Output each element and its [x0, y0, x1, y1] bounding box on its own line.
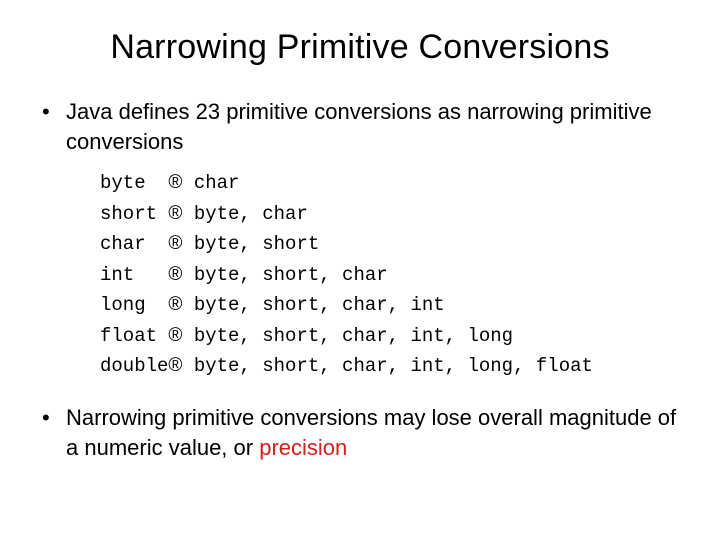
highlight-text: precision	[259, 435, 347, 460]
bullet-item-1: Java defines 23 primitive conversions as…	[40, 97, 680, 156]
code-src: long	[100, 294, 168, 316]
code-dst: byte, short	[194, 233, 319, 255]
code-row: short ® byte, char	[100, 203, 308, 225]
code-src: double	[100, 355, 168, 377]
arrow-icon: ®	[168, 294, 182, 315]
code-row: long ® byte, short, char, int	[100, 294, 445, 316]
code-row: int ® byte, short, char	[100, 264, 388, 286]
bullet-list-2: Narrowing primitive conversions may lose…	[40, 403, 680, 462]
arrow-icon: ®	[168, 233, 182, 254]
code-row: char ® byte, short	[100, 233, 319, 255]
code-src: byte	[100, 172, 168, 194]
bullet-item-2: Narrowing primitive conversions may lose…	[40, 403, 680, 462]
code-src: short	[100, 203, 168, 225]
code-row: float ® byte, short, char, int, long	[100, 325, 513, 347]
code-dst: byte, short, char, int	[194, 294, 445, 316]
arrow-icon: ®	[168, 203, 182, 224]
code-dst: char	[194, 172, 240, 194]
slide: Narrowing Primitive Conversions Java def…	[0, 0, 720, 540]
slide-title: Narrowing Primitive Conversions	[40, 28, 680, 67]
arrow-icon: ®	[168, 264, 182, 285]
arrow-icon: ®	[168, 325, 182, 346]
code-dst: byte, short, char, int, long	[194, 325, 513, 347]
code-src: float	[100, 325, 168, 347]
code-row: double® byte, short, char, int, long, fl…	[100, 355, 593, 377]
code-dst: byte, char	[194, 203, 308, 225]
conversion-table: byte ® char short ® byte, char char ® by…	[100, 168, 680, 381]
code-src: char	[100, 233, 168, 255]
arrow-icon: ®	[168, 172, 182, 193]
code-dst: byte, short, char, int, long, float	[194, 355, 593, 377]
arrow-icon: ®	[168, 355, 182, 376]
bullet-text: Narrowing primitive conversions may lose…	[66, 405, 676, 460]
code-src: int	[100, 264, 168, 286]
code-dst: byte, short, char	[194, 264, 388, 286]
code-row: byte ® char	[100, 172, 239, 194]
bullet-list: Java defines 23 primitive conversions as…	[40, 97, 680, 156]
